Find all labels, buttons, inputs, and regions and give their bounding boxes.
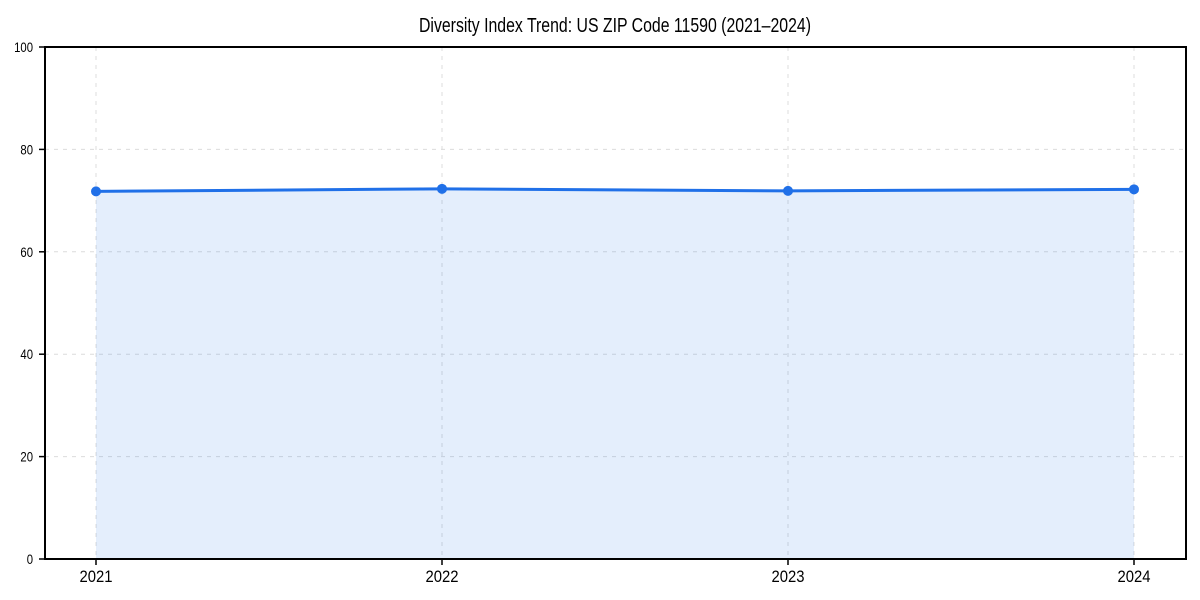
data-point-2021 [91, 186, 101, 197]
x-axis-tick-label-2023: 2023 [772, 567, 805, 586]
x-axis-tick-label-2024: 2024 [1118, 567, 1151, 586]
x-axis-tick-label-2022: 2022 [426, 567, 459, 586]
data-point-2023 [783, 185, 793, 196]
y-axis-tick-label-0: 0 [27, 551, 33, 567]
plot-border [44, 46, 1187, 560]
chart-title: Diversity Index Trend: US ZIP Code 11590… [419, 15, 811, 37]
data-point-2022 [437, 183, 447, 194]
y-axis-tick-label-80: 80 [20, 141, 33, 157]
y-axis-tick-label-100: 100 [14, 39, 33, 55]
x-axis-tick-label-2021: 2021 [80, 567, 113, 586]
y-axis-tick-label-20: 20 [20, 449, 33, 465]
y-axis-tick-label-40: 40 [20, 346, 33, 362]
y-axis-tick-label-60: 60 [20, 244, 33, 260]
area-fill [96, 188, 1134, 559]
trend-line [94, 187, 1136, 193]
data-point-2024 [1129, 184, 1139, 195]
